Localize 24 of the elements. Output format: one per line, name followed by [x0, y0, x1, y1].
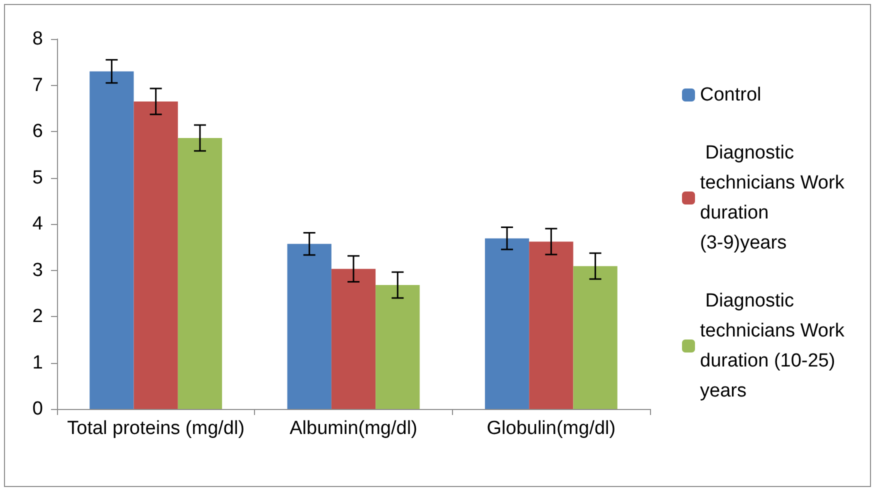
bar: [484, 238, 530, 409]
y-tick-label: 8: [32, 28, 43, 50]
bar: [529, 242, 574, 409]
x-tick-label: Albumin(mg/dl): [290, 418, 418, 439]
y-tick-label: 3: [32, 260, 43, 281]
x-tick-label: Total proteins (mg/dl): [67, 418, 245, 439]
y-tick-label: 2: [32, 306, 43, 327]
bar: [573, 266, 618, 409]
legend-label: Diagnostic technicians Work duration (3-9)years: [700, 142, 850, 254]
bar: [178, 138, 222, 409]
bar: [134, 101, 178, 409]
y-tick-label: 1: [32, 352, 43, 374]
y-tick-label: 5: [32, 167, 43, 188]
y-tick-label: 6: [32, 121, 43, 142]
y-tick-label: 4: [32, 214, 44, 234]
bar: [376, 285, 420, 409]
y-tick-label: 0: [32, 398, 43, 420]
bar: [331, 268, 376, 409]
legend-label: Control: [700, 84, 762, 106]
bar: [287, 244, 332, 409]
legend-label: Diagnostic technicians Work duration (10-25) years: [700, 290, 850, 402]
y-tick-label: 7: [32, 74, 43, 96]
bar: [90, 71, 134, 409]
x-tick-label: Globulin(mg/dl): [486, 418, 616, 439]
